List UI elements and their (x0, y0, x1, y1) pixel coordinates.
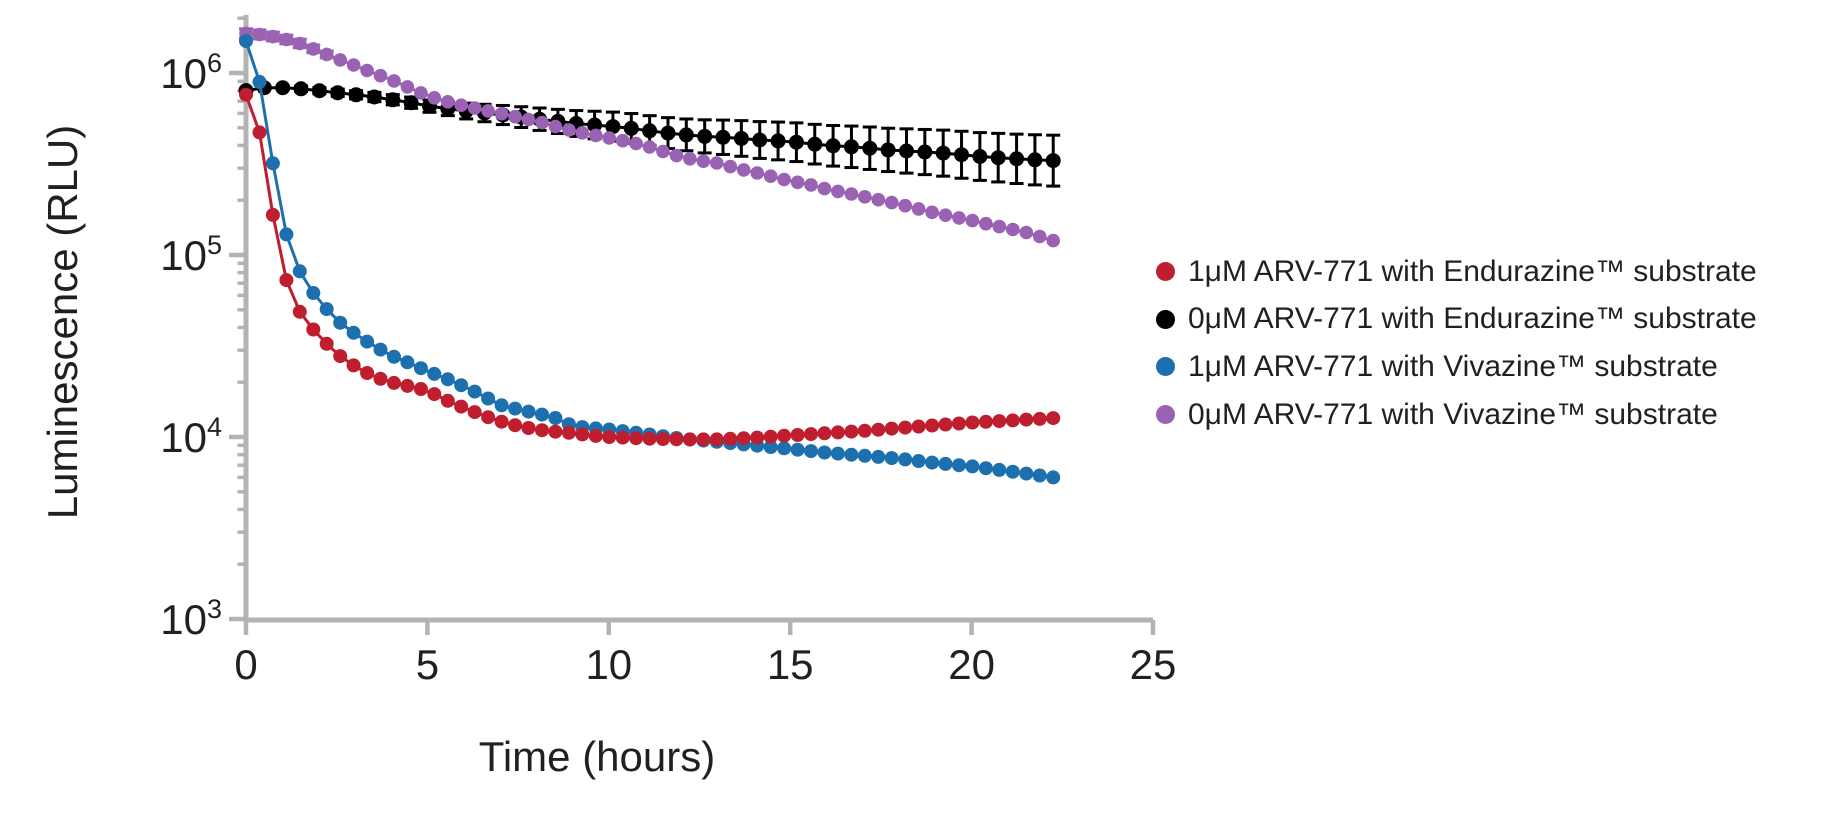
legend-marker-blue-icon (1156, 357, 1175, 377)
svg-text:0: 0 (234, 641, 257, 688)
legend-item: 1μM ARV-771 with Vivazine™ substrate (1156, 343, 1757, 391)
svg-text:103: 103 (160, 594, 222, 643)
x-axis-title: Time (hours) (478, 733, 716, 780)
svg-text:104: 104 (160, 412, 222, 461)
legend-item: 0μM ARV-771 with Endurazine™ substrate (1156, 296, 1757, 344)
svg-text:5: 5 (416, 641, 439, 688)
axes (229, 15, 1156, 635)
legend: 1μM ARV-771 with Endurazine™ substrate 0… (1156, 248, 1757, 438)
legend-label: 0μM ARV-771 with Endurazine™ substrate (1188, 302, 1757, 336)
legend-label: 1μM ARV-771 with Vivazine™ substrate (1188, 349, 1718, 383)
svg-text:25: 25 (1130, 641, 1177, 688)
legend-item: 0μM ARV-771 with Vivazine™ substrate (1156, 391, 1757, 439)
series-arv771-0um-vivazine (239, 26, 1060, 248)
series-arv771-1um-endurazine (239, 87, 1061, 447)
legend-item: 1μM ARV-771 with Endurazine™ substrate (1156, 248, 1757, 296)
series-arv771-1um-vivazine (239, 34, 1061, 485)
y-axis-title: Luminescence (RLU) (39, 124, 86, 520)
legend-marker-purple-icon (1156, 405, 1175, 425)
svg-text:105: 105 (160, 230, 222, 279)
svg-text:15: 15 (767, 641, 814, 688)
svg-text:20: 20 (948, 641, 995, 688)
legend-label: 0μM ARV-771 with Vivazine™ substrate (1188, 397, 1718, 431)
series-arv771-0um-endurazine (238, 80, 1061, 188)
legend-label: 1μM ARV-771 with Endurazine™ substrate (1188, 254, 1757, 288)
svg-text:10: 10 (585, 641, 632, 688)
svg-text:106: 106 (160, 48, 222, 97)
legend-marker-red-icon (1156, 262, 1175, 282)
legend-marker-black-icon (1156, 309, 1175, 329)
